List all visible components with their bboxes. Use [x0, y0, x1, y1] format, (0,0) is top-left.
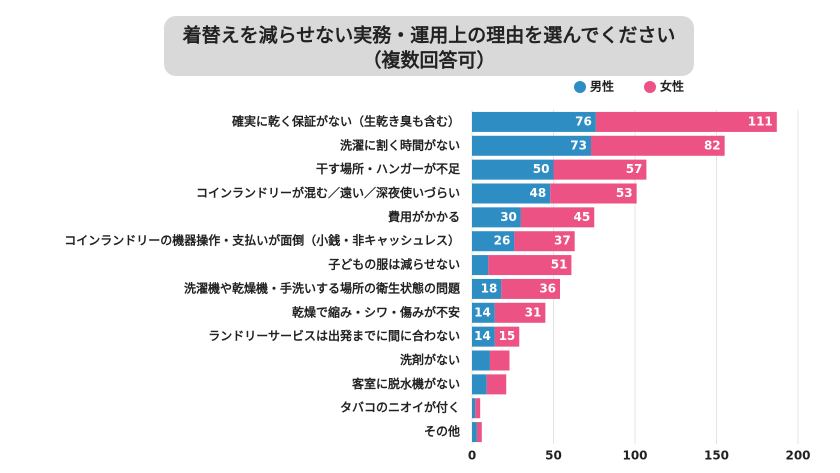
- bar-segment: [472, 350, 490, 371]
- value-label: 82: [704, 138, 721, 152]
- bar-segment: [472, 302, 495, 323]
- y-tick-label: 子どもの服は減らせない: [328, 257, 460, 272]
- value-label: 45: [574, 210, 591, 224]
- chart-title: （複数回答可）: [362, 49, 495, 72]
- bar-segment: [520, 207, 595, 228]
- y-tick-label: コインランドリーが混む／遠い／深夜使いづらい: [196, 185, 460, 200]
- y-tick-label: タバコのニオイが付く: [340, 400, 460, 415]
- bar-segment: [472, 135, 591, 156]
- bar-segment: [514, 231, 575, 252]
- value-label: 53: [616, 186, 633, 200]
- bar-segment: [472, 183, 551, 204]
- legend-label: 男性: [590, 79, 614, 94]
- bar-segment: [472, 159, 554, 180]
- bar-segment: [472, 231, 515, 252]
- bar-segment: [472, 255, 489, 276]
- title-box: [164, 16, 694, 76]
- x-tick-label: 100: [622, 449, 647, 463]
- legend-marker: [574, 81, 586, 93]
- bar-segment: [501, 278, 561, 299]
- bar-segment: [472, 111, 596, 132]
- bar-segment: [489, 350, 510, 371]
- value-label: 111: [748, 114, 773, 128]
- value-label: 51: [551, 258, 568, 272]
- value-label: 57: [626, 162, 643, 176]
- bar-segment: [472, 278, 502, 299]
- y-tick-label: 洗濯機や乾燥機・手洗いする場所の衛生状態の問題: [184, 280, 461, 295]
- value-label: 36: [539, 281, 556, 295]
- bar-segment: [486, 374, 507, 395]
- y-tick-label: 乾燥で縮み・シワ・傷みが不安: [292, 304, 460, 319]
- value-label: 30: [500, 210, 517, 224]
- bar-segment: [472, 398, 476, 419]
- bar-segment: [472, 326, 495, 347]
- value-label: 14: [474, 305, 491, 319]
- bar-segment: [488, 255, 572, 276]
- legend-label: 女性: [660, 79, 684, 94]
- y-tick-label: ランドリーサービスは出発までに間に合わない: [208, 328, 460, 343]
- y-tick-label: コインランドリーの機器操作・支払いが面倒（小銭・非キャッシュレス）: [64, 233, 460, 248]
- y-tick-label: 干す場所・ハンガーが不足: [316, 161, 460, 176]
- bar-segment: [553, 159, 647, 180]
- y-tick-label: その他: [424, 424, 460, 439]
- y-tick-label: 費用がかかる: [388, 209, 460, 224]
- value-label: 14: [474, 329, 491, 343]
- value-label: 37: [554, 234, 571, 248]
- legend-marker: [644, 81, 656, 93]
- value-label: 15: [499, 329, 516, 343]
- bar-segment: [494, 302, 546, 323]
- x-tick-label: 50: [545, 449, 562, 463]
- bar-segment: [494, 326, 520, 347]
- value-label: 31: [525, 305, 542, 319]
- x-tick-label: 150: [704, 449, 729, 463]
- y-tick-label: 洗剤がない: [400, 352, 460, 367]
- bar-segment: [472, 374, 487, 395]
- value-label: 18: [481, 281, 498, 295]
- y-tick-label: 確実に乾く保証がない（生乾き臭も含む）: [232, 113, 460, 128]
- bar-segment: [550, 183, 637, 204]
- x-tick-label: 0: [468, 449, 476, 463]
- bar-segment: [472, 422, 477, 443]
- y-tick-label: 洗濯に割く時間がない: [340, 137, 460, 152]
- bar-segment: [472, 207, 521, 228]
- y-tick-label: 客室に脱水機がない: [351, 376, 460, 391]
- bar-segment: [595, 111, 777, 132]
- value-label: 48: [530, 186, 547, 200]
- bar-segment: [476, 422, 482, 443]
- bar-segment: [475, 398, 481, 419]
- value-label: 73: [570, 138, 587, 152]
- value-label: 76: [575, 114, 592, 128]
- x-tick-label: 200: [785, 449, 810, 463]
- bar-segment: [590, 135, 725, 156]
- chart-title: 着替えを減らせない実務・運用上の理由を選んでください: [183, 24, 676, 47]
- value-label: 26: [494, 234, 511, 248]
- value-label: 50: [533, 162, 550, 176]
